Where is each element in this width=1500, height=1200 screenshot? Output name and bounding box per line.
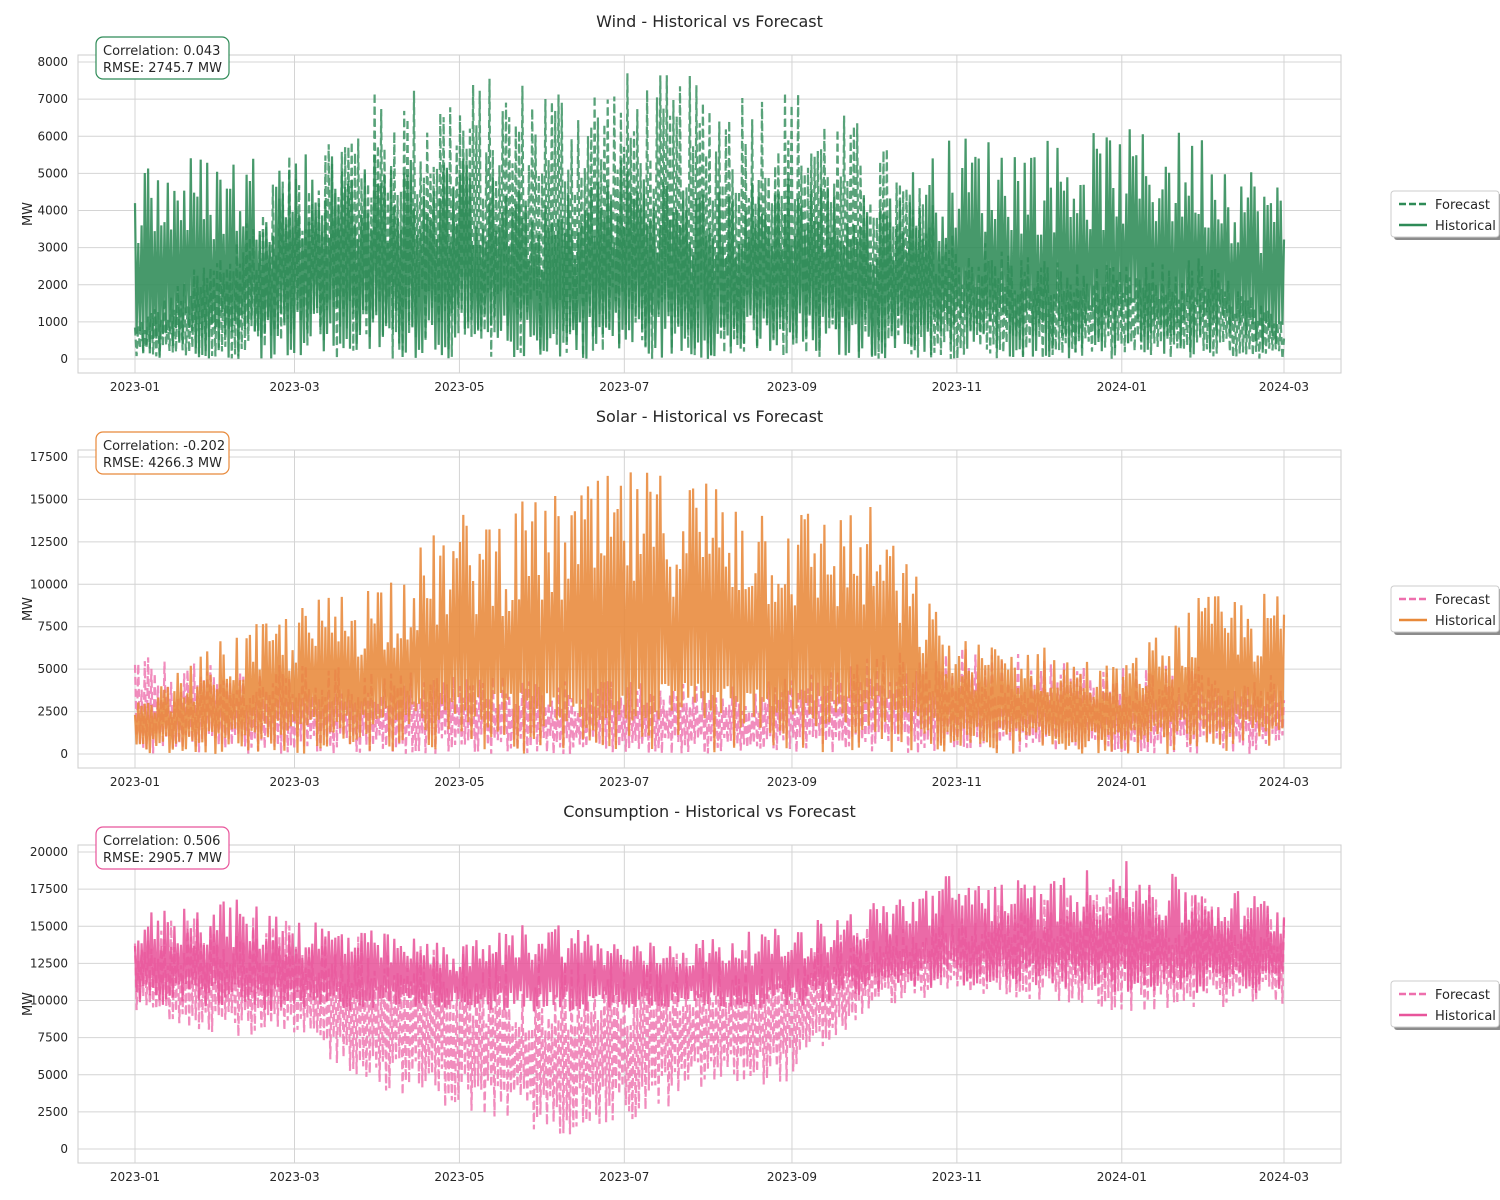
x-tick-label: 2024-03: [1259, 775, 1309, 789]
x-tick-label: 2023-07: [599, 1170, 649, 1184]
stats-box: Correlation: 0.043 RMSE: 2745.7 MW: [95, 36, 230, 80]
y-tick-label: 4000: [37, 204, 68, 218]
y-tick-label: 2500: [37, 705, 68, 719]
y-tick-label: 7500: [37, 1031, 68, 1045]
y-tick-label: 5000: [37, 662, 68, 676]
series-line-historical: [133, 861, 1286, 1012]
x-tick-label: 2023-05: [434, 380, 484, 394]
rmse-text: RMSE: 2905.7 MW: [103, 851, 222, 866]
series-line-historical: [133, 472, 1286, 754]
legend: Forecast Historical: [1390, 980, 1500, 1030]
legend-label-forecast: Forecast: [1435, 988, 1490, 1003]
y-tick-label: 2000: [37, 278, 68, 292]
correlation-text: Correlation: -0.202: [103, 439, 225, 454]
y-tick-label: 2500: [37, 1105, 68, 1119]
chart-panel-1: 0 2500 5000 7500 10000 12500 15000 17500 2023-01…: [21, 407, 1500, 789]
stats-box-frame: [95, 826, 230, 870]
series-line-historical: [133, 129, 1286, 359]
chart-title: Solar - Historical vs Forecast: [596, 407, 823, 426]
legend-label-historical: Historical: [1435, 614, 1496, 629]
legend-label-historical: Historical: [1435, 1009, 1496, 1024]
stats-box: Correlation: 0.506 RMSE: 2905.7 MW: [95, 826, 230, 870]
legend-label-historical: Historical: [1435, 219, 1496, 234]
chart-panel-2: 0 2500 5000 7500 10000 12500 15000 17500 20000 20…: [21, 802, 1500, 1184]
y-tick-label: 12500: [30, 535, 68, 549]
correlation-text: Correlation: 0.043: [103, 44, 220, 59]
rmse-text: RMSE: 4266.3 MW: [103, 456, 222, 471]
y-tick-label: 15000: [30, 492, 68, 506]
legend: Forecast Historical: [1390, 190, 1500, 240]
x-tick-label: 2023-11: [932, 775, 982, 789]
stats-box: Correlation: -0.202 RMSE: 4266.3 MW: [95, 431, 230, 475]
chart-title: Consumption - Historical vs Forecast: [563, 802, 856, 821]
y-tick-label: 17500: [30, 882, 68, 896]
y-tick-label: 20000: [30, 845, 68, 859]
x-tick-label: 2023-05: [434, 1170, 484, 1184]
y-tick-label: 7000: [37, 92, 68, 106]
x-tick-label: 2024-01: [1097, 1170, 1147, 1184]
stats-box-frame: [95, 36, 230, 80]
y-tick-label: 15000: [30, 919, 68, 933]
y-tick-label: 17500: [30, 450, 68, 464]
x-tick-label: 2023-01: [110, 1170, 160, 1184]
y-tick-label: 10000: [30, 577, 68, 591]
x-tick-label: 2023-09: [767, 380, 817, 394]
x-tick-label: 2023-09: [767, 1170, 817, 1184]
legend-label-forecast: Forecast: [1435, 198, 1490, 213]
chart-title: Wind - Historical vs Forecast: [596, 12, 823, 31]
y-tick-label: 0: [60, 352, 68, 366]
x-tick-label: 2023-01: [110, 380, 160, 394]
y-tick-label: 10000: [30, 994, 68, 1008]
chart-panel-0: 0 1000 2000 3000 4000 5000 6000 7000 8000 2023-01…: [21, 12, 1500, 394]
y-tick-label: 1000: [37, 315, 68, 329]
x-tick-label: 2023-09: [767, 775, 817, 789]
x-tick-label: 2023-03: [269, 775, 319, 789]
x-tick-label: 2024-01: [1097, 775, 1147, 789]
correlation-text: Correlation: 0.506: [103, 834, 220, 849]
x-tick-label: 2023-05: [434, 775, 484, 789]
stats-box-frame: [95, 431, 230, 475]
y-tick-label: 5000: [37, 166, 68, 180]
y-tick-label: 5000: [37, 1068, 68, 1082]
y-tick-label: 8000: [37, 55, 68, 69]
x-tick-label: 2023-01: [110, 775, 160, 789]
x-tick-label: 2023-03: [269, 1170, 319, 1184]
x-tick-label: 2023-11: [932, 1170, 982, 1184]
x-tick-label: 2024-03: [1259, 1170, 1309, 1184]
rmse-text: RMSE: 2745.7 MW: [103, 61, 222, 76]
y-tick-label: 12500: [30, 956, 68, 970]
x-tick-label: 2023-03: [269, 380, 319, 394]
x-tick-label: 2024-03: [1259, 380, 1309, 394]
x-tick-label: 2023-11: [932, 380, 982, 394]
x-tick-label: 2024-01: [1097, 380, 1147, 394]
y-axis-label: MW: [21, 202, 36, 226]
y-tick-label: 0: [60, 1142, 68, 1156]
legend-label-forecast: Forecast: [1435, 593, 1490, 608]
y-tick-label: 7500: [37, 620, 68, 634]
y-axis-label: MW: [21, 992, 36, 1016]
y-tick-label: 0: [60, 747, 68, 761]
y-tick-label: 6000: [37, 129, 68, 143]
legend: Forecast Historical: [1390, 585, 1500, 635]
y-axis-label: MW: [21, 597, 36, 621]
y-tick-label: 3000: [37, 241, 68, 255]
x-tick-label: 2023-07: [599, 775, 649, 789]
x-tick-label: 2023-07: [599, 380, 649, 394]
